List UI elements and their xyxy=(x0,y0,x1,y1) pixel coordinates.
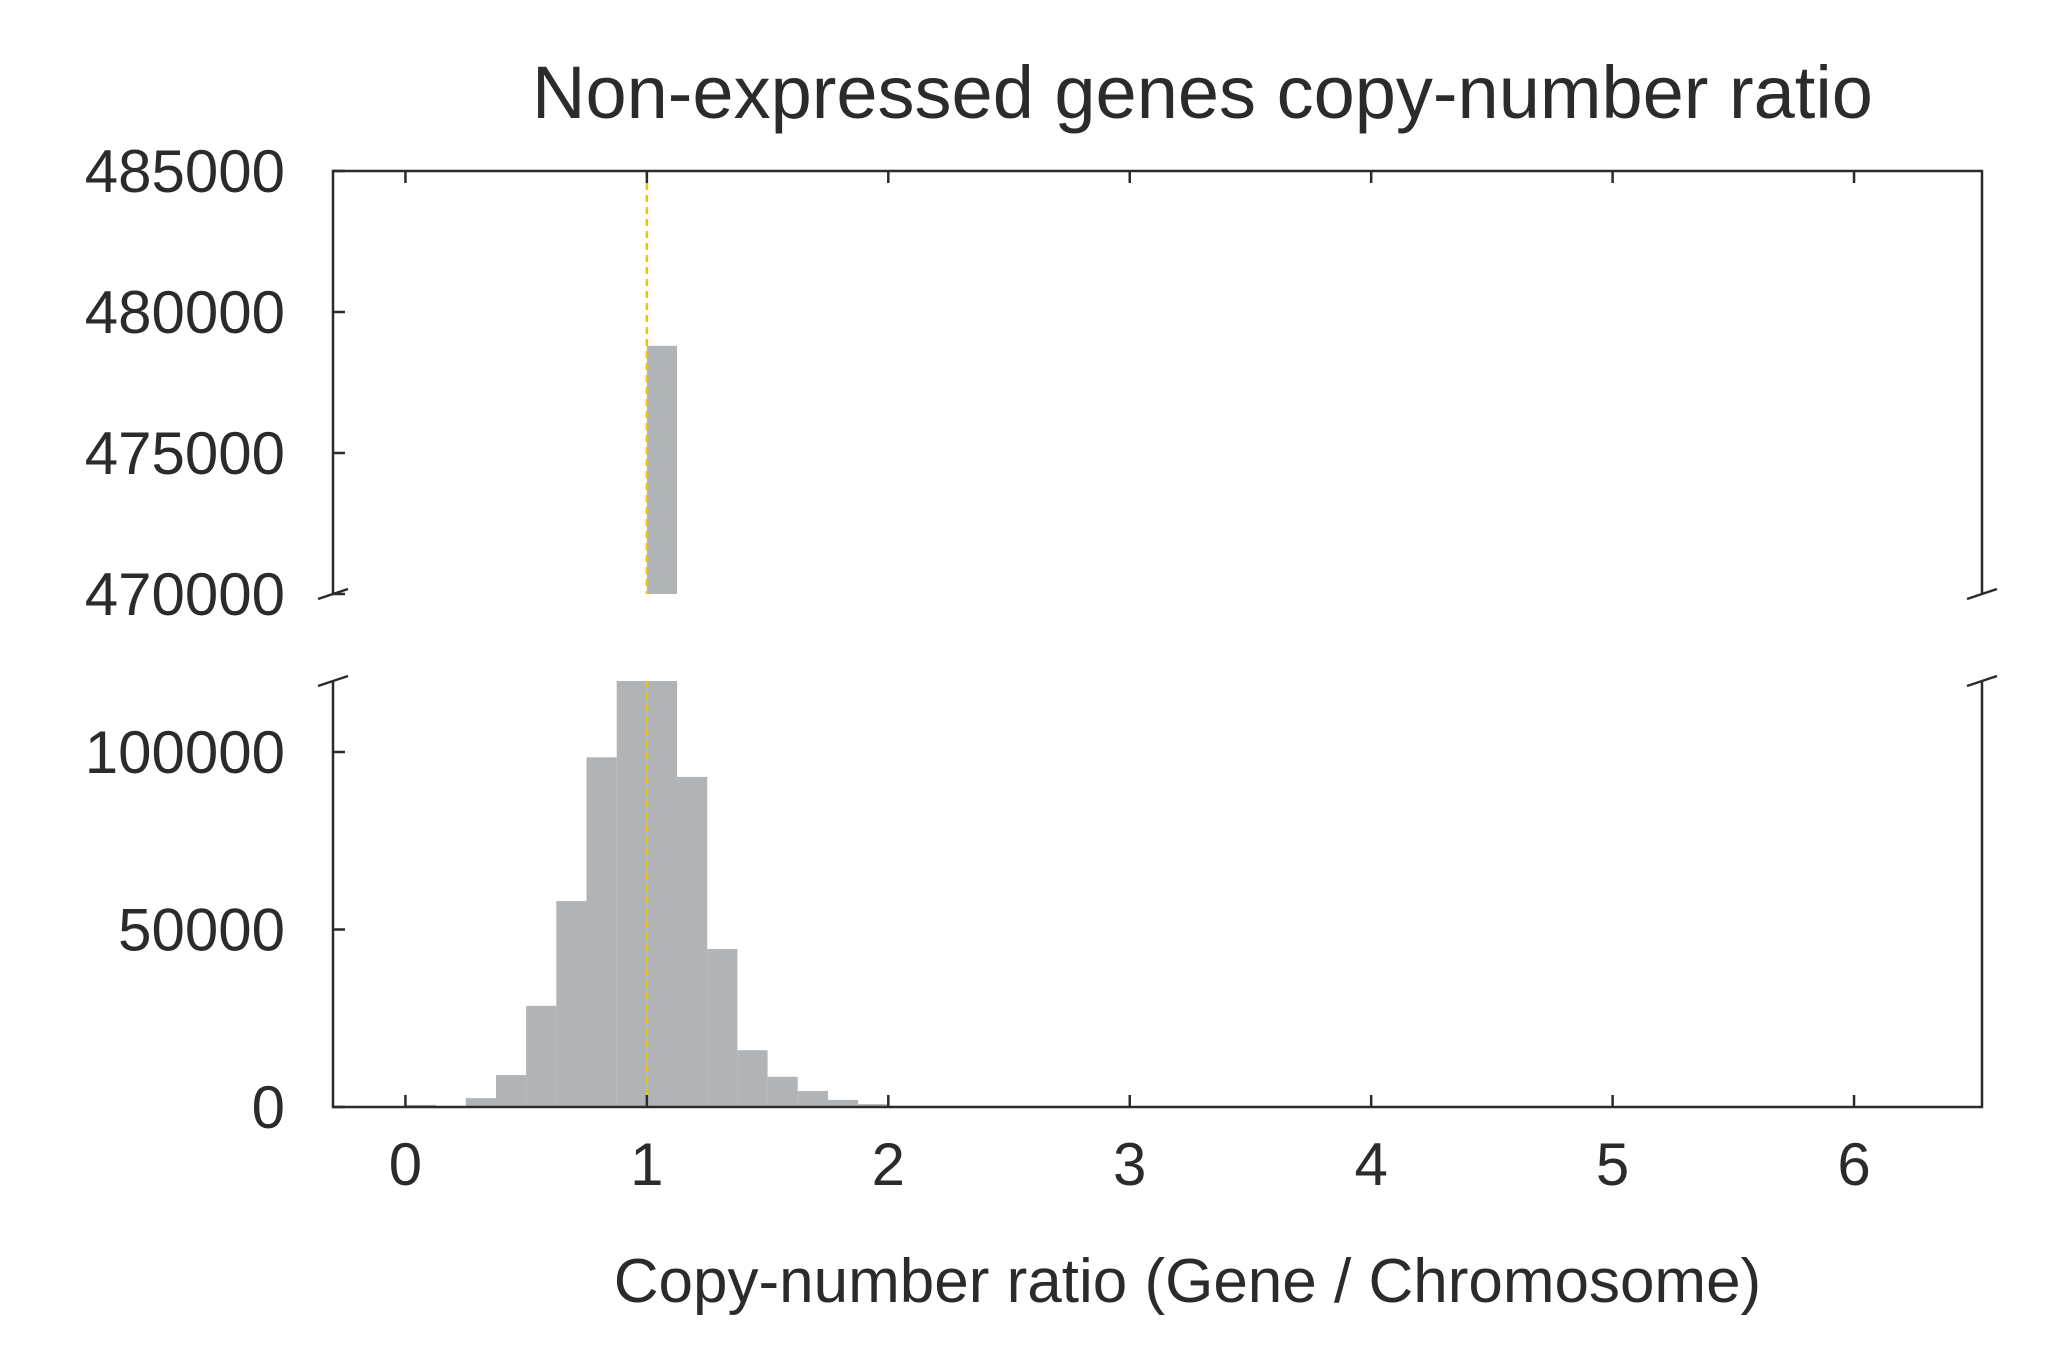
x-tick-label: 4 xyxy=(1354,1131,1387,1198)
axes-frames xyxy=(317,169,1998,1109)
chart-title: Non-expressed genes copy-number ratio xyxy=(532,51,1873,134)
histogram-bar xyxy=(465,1098,496,1107)
x-tick-label: 1 xyxy=(630,1131,663,1198)
x-tick-label: 6 xyxy=(1837,1131,1870,1198)
histogram-bar xyxy=(646,681,678,1107)
lower-panel-frame xyxy=(331,681,1984,1109)
histogram-bar xyxy=(858,1104,889,1107)
x-tick-label: 3 xyxy=(1113,1131,1146,1198)
histogram-bar xyxy=(707,949,738,1107)
upper-panel-frame xyxy=(331,169,1984,594)
y-tick-label: 0 xyxy=(252,1074,285,1141)
axis-ticks xyxy=(333,169,1856,1109)
x-tick-label: 0 xyxy=(389,1131,422,1198)
histogram-bar xyxy=(797,1091,828,1107)
y-tick-label: 475000 xyxy=(85,420,285,487)
histogram-bar xyxy=(586,757,617,1107)
x-tick-label: 5 xyxy=(1596,1131,1629,1198)
histogram-bar xyxy=(767,1076,798,1107)
histogram-bar xyxy=(677,776,708,1107)
histogram-bar xyxy=(526,1005,557,1107)
axis-break-marker xyxy=(1966,674,1998,688)
histogram-bar xyxy=(616,681,647,1107)
histogram-bar xyxy=(495,1075,527,1107)
y-tick-label: 480000 xyxy=(85,279,285,346)
y-tick-label: 50000 xyxy=(118,897,285,964)
x-tick-label: 2 xyxy=(872,1131,905,1198)
axis-tick-labels: 0 1 2 3 4 5 6 470000 475000 480000 485000 0 50000 100… xyxy=(85,138,1871,1198)
histogram-bar xyxy=(556,901,587,1107)
y-tick-label: 485000 xyxy=(85,138,285,205)
histogram-bar xyxy=(827,1099,859,1107)
y-tick-label: 470000 xyxy=(85,561,285,628)
histogram-bar-upper xyxy=(646,345,678,594)
lower-panel-bars xyxy=(405,681,919,1107)
upper-panel-bars xyxy=(646,345,678,594)
x-axis-label: Copy-number ratio (Gene / Chromosome) xyxy=(614,1247,1761,1316)
axis-break-marker xyxy=(317,674,349,688)
y-tick-label: 100000 xyxy=(85,719,285,786)
axis-break-marker xyxy=(1966,587,1998,601)
histogram-bar xyxy=(737,1050,768,1107)
